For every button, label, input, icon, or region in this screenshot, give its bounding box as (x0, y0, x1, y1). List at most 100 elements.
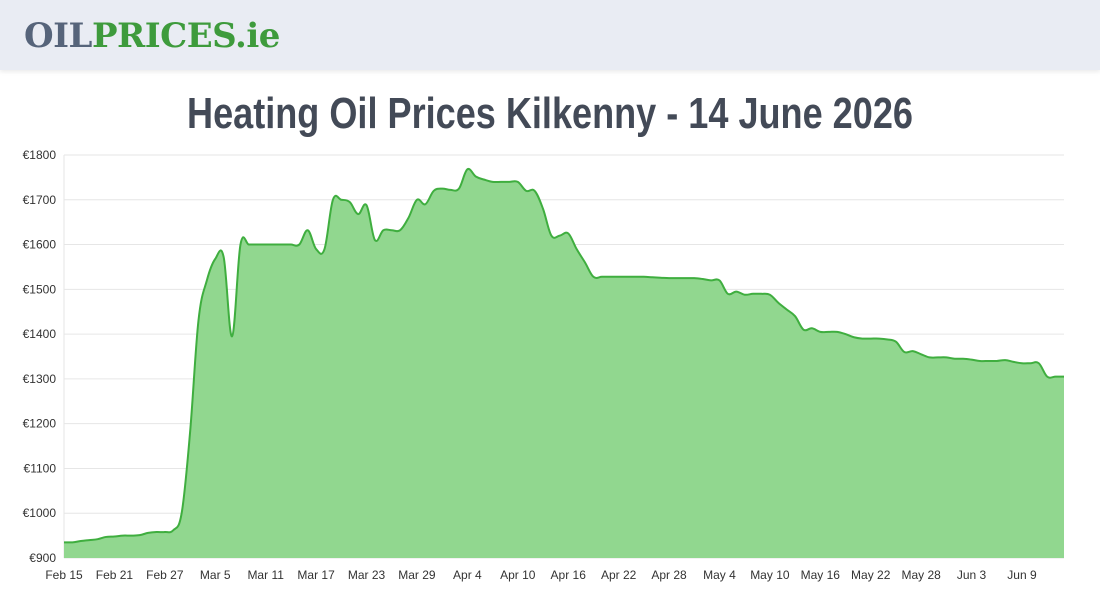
x-tick-label: May 16 (801, 568, 841, 582)
data-point (651, 276, 653, 278)
data-point (147, 532, 149, 534)
data-point (870, 338, 872, 340)
data-point (576, 248, 578, 250)
data-point (702, 278, 704, 280)
data-point (626, 276, 628, 278)
data-point (601, 276, 603, 278)
data-point (315, 248, 317, 250)
data-point (281, 244, 283, 246)
y-tick-label: €1300 (23, 372, 57, 386)
data-point (1046, 376, 1048, 378)
data-point (1063, 376, 1065, 378)
data-point (239, 244, 241, 246)
x-tick-label: Feb 27 (146, 568, 184, 582)
data-point (517, 181, 519, 183)
data-point (155, 531, 157, 533)
data-point (256, 244, 258, 246)
data-point (971, 359, 973, 361)
data-point (349, 201, 351, 203)
data-point (290, 244, 292, 246)
x-axis: Feb 15 Feb 21 Feb 27 Mar 5 Mar 11 Mar 17 Mar 2… (45, 568, 1037, 582)
data-point (340, 199, 342, 201)
data-point (273, 244, 275, 246)
data-point (197, 320, 199, 322)
y-tick-label: €1600 (23, 238, 57, 252)
data-point (929, 356, 931, 358)
x-tick-label: Feb 21 (96, 568, 134, 582)
data-point (307, 229, 309, 231)
data-point (231, 335, 233, 337)
data-point (466, 168, 468, 170)
data-point (584, 261, 586, 263)
logo-text-oil: OIL (24, 16, 92, 56)
data-point (181, 512, 183, 514)
area-series (63, 167, 1065, 558)
site-header: OILPRICES.ie (0, 0, 1100, 70)
x-tick-label: May 28 (901, 568, 941, 582)
y-tick-label: €1800 (23, 148, 57, 162)
data-point (803, 329, 805, 331)
data-point (752, 293, 754, 295)
data-point (416, 199, 418, 201)
data-point (845, 333, 847, 335)
data-point (508, 181, 510, 183)
data-point (710, 279, 712, 281)
data-point (492, 181, 494, 183)
x-tick-label: May 22 (851, 568, 891, 582)
data-point (618, 276, 620, 278)
data-point (685, 277, 687, 279)
data-point (172, 529, 174, 531)
data-point (769, 294, 771, 296)
data-point (550, 235, 552, 237)
data-point (634, 276, 636, 278)
x-tick-label: May 4 (703, 568, 736, 582)
data-point (500, 181, 502, 183)
data-point (643, 276, 645, 278)
y-tick-label: €1100 (24, 461, 57, 475)
x-tick-label: Mar 11 (247, 568, 284, 582)
x-tick-label: Apr 22 (601, 568, 637, 582)
data-point (945, 356, 947, 358)
y-axis: €900 €1000 €1100 €1200 €1300 €1400 €1500 €1600 €… (23, 148, 57, 565)
x-tick-label: Apr 4 (453, 568, 482, 582)
data-point (63, 541, 65, 543)
data-point (248, 244, 250, 246)
data-point (786, 308, 788, 310)
data-point (1029, 362, 1031, 364)
x-tick-label: Apr 10 (500, 568, 536, 582)
data-point (794, 315, 796, 317)
data-point (836, 331, 838, 333)
data-point (1013, 361, 1015, 363)
data-point (71, 541, 73, 543)
data-point (265, 244, 267, 246)
data-point (332, 199, 334, 201)
data-point (382, 229, 384, 231)
data-point (693, 277, 695, 279)
data-point (1021, 362, 1023, 364)
data-point (298, 244, 300, 246)
data-point (819, 331, 821, 333)
y-tick-label: €1700 (23, 193, 57, 207)
data-point (676, 277, 678, 279)
data-point (878, 338, 880, 340)
data-point (113, 536, 115, 538)
x-tick-label: Apr 28 (651, 568, 687, 582)
data-point (534, 190, 536, 192)
data-point (80, 540, 82, 542)
data-point (408, 217, 410, 219)
logo-text-prices: PRICES (91, 16, 236, 56)
data-point (760, 293, 762, 295)
data-point (105, 536, 107, 538)
x-tick-label: Mar 29 (398, 568, 436, 582)
data-point (727, 293, 729, 295)
data-point (979, 360, 981, 362)
logo-text-domain: .ie (234, 16, 280, 56)
data-point (609, 276, 611, 278)
data-point (324, 248, 326, 250)
data-point (811, 327, 813, 329)
site-logo[interactable]: OILPRICES.ie (24, 14, 280, 58)
data-point (735, 291, 737, 293)
data-point (391, 229, 393, 231)
price-line (63, 167, 1064, 544)
